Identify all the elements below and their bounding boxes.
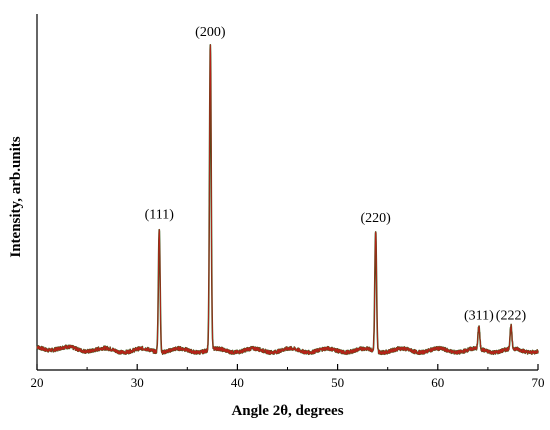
- peak-labels: (111) (200) (220) (311) (222): [145, 25, 527, 324]
- peak-label: (200): [195, 25, 226, 40]
- peak-label: (311): [464, 309, 494, 324]
- x-axis-title: Angle 2θ, degrees: [231, 403, 343, 419]
- x-ticks: [36, 364, 539, 370]
- peak-label: (111): [145, 208, 175, 223]
- x-tick-label: 50: [331, 375, 344, 390]
- pattern-line-red: [36, 44, 539, 355]
- peak-label: (222): [496, 309, 527, 324]
- x-tick-label: 70: [532, 375, 545, 390]
- x-tick-label: 20: [31, 375, 44, 390]
- peak-label: (220): [361, 211, 392, 226]
- series: [36, 43, 539, 356]
- plot-area: 20 30 40 50 60 70 (111) (200) (220) (311) (222): [31, 14, 545, 390]
- pattern-line-dark: [36, 43, 539, 356]
- x-tick-label: 30: [131, 375, 144, 390]
- x-tick-labels: 20 30 40 50 60 70: [31, 375, 545, 390]
- y-axis-title: Intensity, arb.units: [8, 136, 24, 257]
- x-tick-label: 40: [231, 375, 244, 390]
- x-tick-label: 60: [431, 375, 444, 390]
